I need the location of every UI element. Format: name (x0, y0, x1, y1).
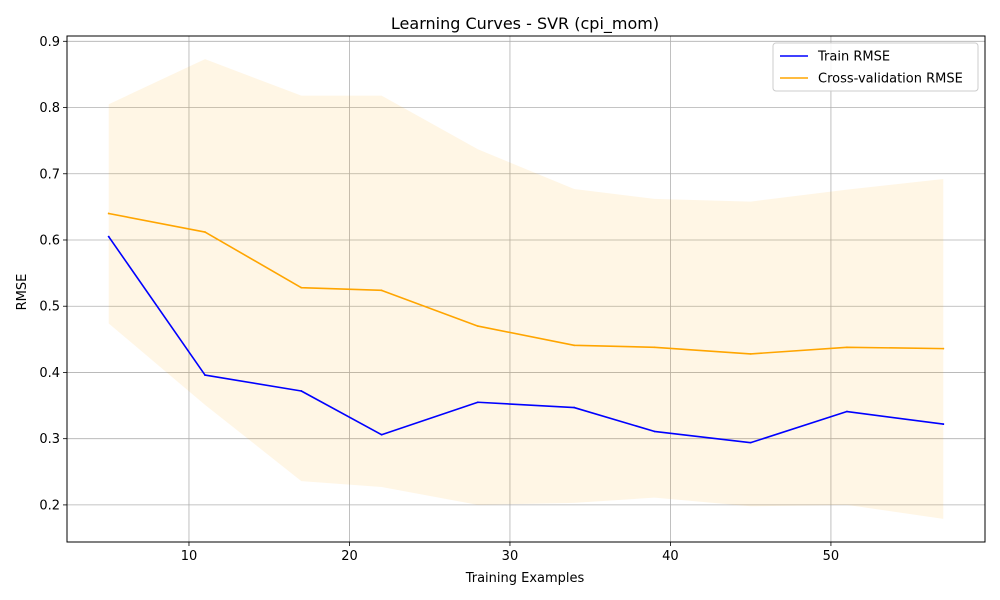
legend-label: Cross-validation RMSE (818, 72, 963, 87)
train-rmse-point (573, 406, 576, 409)
axis-ticks: 10 20 30 40 50 0.2 0.3 0.4 0.5 0.6 0.7 0.8 0.9 (39, 35, 839, 564)
confidence-bands (108, 59, 944, 519)
x-tick-label: 50 (823, 549, 840, 564)
cv-rmse-point (846, 346, 848, 349)
y-tick-label: 0.8 (39, 101, 60, 116)
y-tick-label: 0.4 (39, 366, 60, 381)
legend: Train RMSE Cross-validation RMSE (772, 42, 979, 92)
cv-rmse-point (653, 346, 656, 349)
train-rmse-point (204, 374, 206, 376)
y-tick-label: 0.9 (39, 35, 60, 50)
train-rmse-point (942, 423, 945, 426)
train-rmse-point (107, 235, 110, 238)
train-rmse-point (300, 390, 303, 392)
y-tick-label: 0.5 (39, 300, 60, 315)
y-tick-label: 0.3 (39, 432, 60, 447)
y-tick-label: 0.6 (39, 233, 60, 248)
series-lines (107, 212, 945, 444)
train-rmse-point (846, 410, 848, 413)
cv-rmse-point (476, 325, 479, 327)
y-tick-label: 0.7 (39, 167, 60, 182)
cv-rmse-point (573, 344, 576, 347)
chart-title: Learning Curves - SVR (cpi_mom) (391, 14, 659, 34)
cv-rmse-point (107, 212, 110, 215)
train-rmse-point (749, 441, 752, 444)
y-axis-title: RMSE (15, 274, 30, 311)
cv-rmse-point (942, 347, 945, 350)
train-rmse-point (380, 433, 383, 436)
cv-rmse-point (300, 286, 303, 289)
legend-label: Train RMSE (817, 50, 890, 65)
cv-rmse-point (749, 353, 752, 355)
legend-box (772, 42, 979, 92)
cv-rmse-point (204, 231, 206, 233)
x-tick-label: 40 (662, 549, 679, 564)
plot-frame (66, 35, 986, 543)
train-rmse-point (653, 430, 656, 433)
cv-rmse-point (380, 289, 383, 292)
train-rmse-point (476, 401, 479, 404)
cv-rmse-line (107, 212, 945, 355)
y-tick-label: 0.2 (39, 498, 60, 513)
x-tick-label: 30 (502, 549, 519, 564)
grid (67, 36, 985, 542)
x-axis-title: Training Examples (465, 571, 585, 586)
x-tick-label: 10 (181, 549, 198, 564)
x-tick-label: 20 (341, 549, 358, 564)
train-rmse-line (107, 235, 945, 444)
cv-rmse-band (108, 59, 944, 519)
